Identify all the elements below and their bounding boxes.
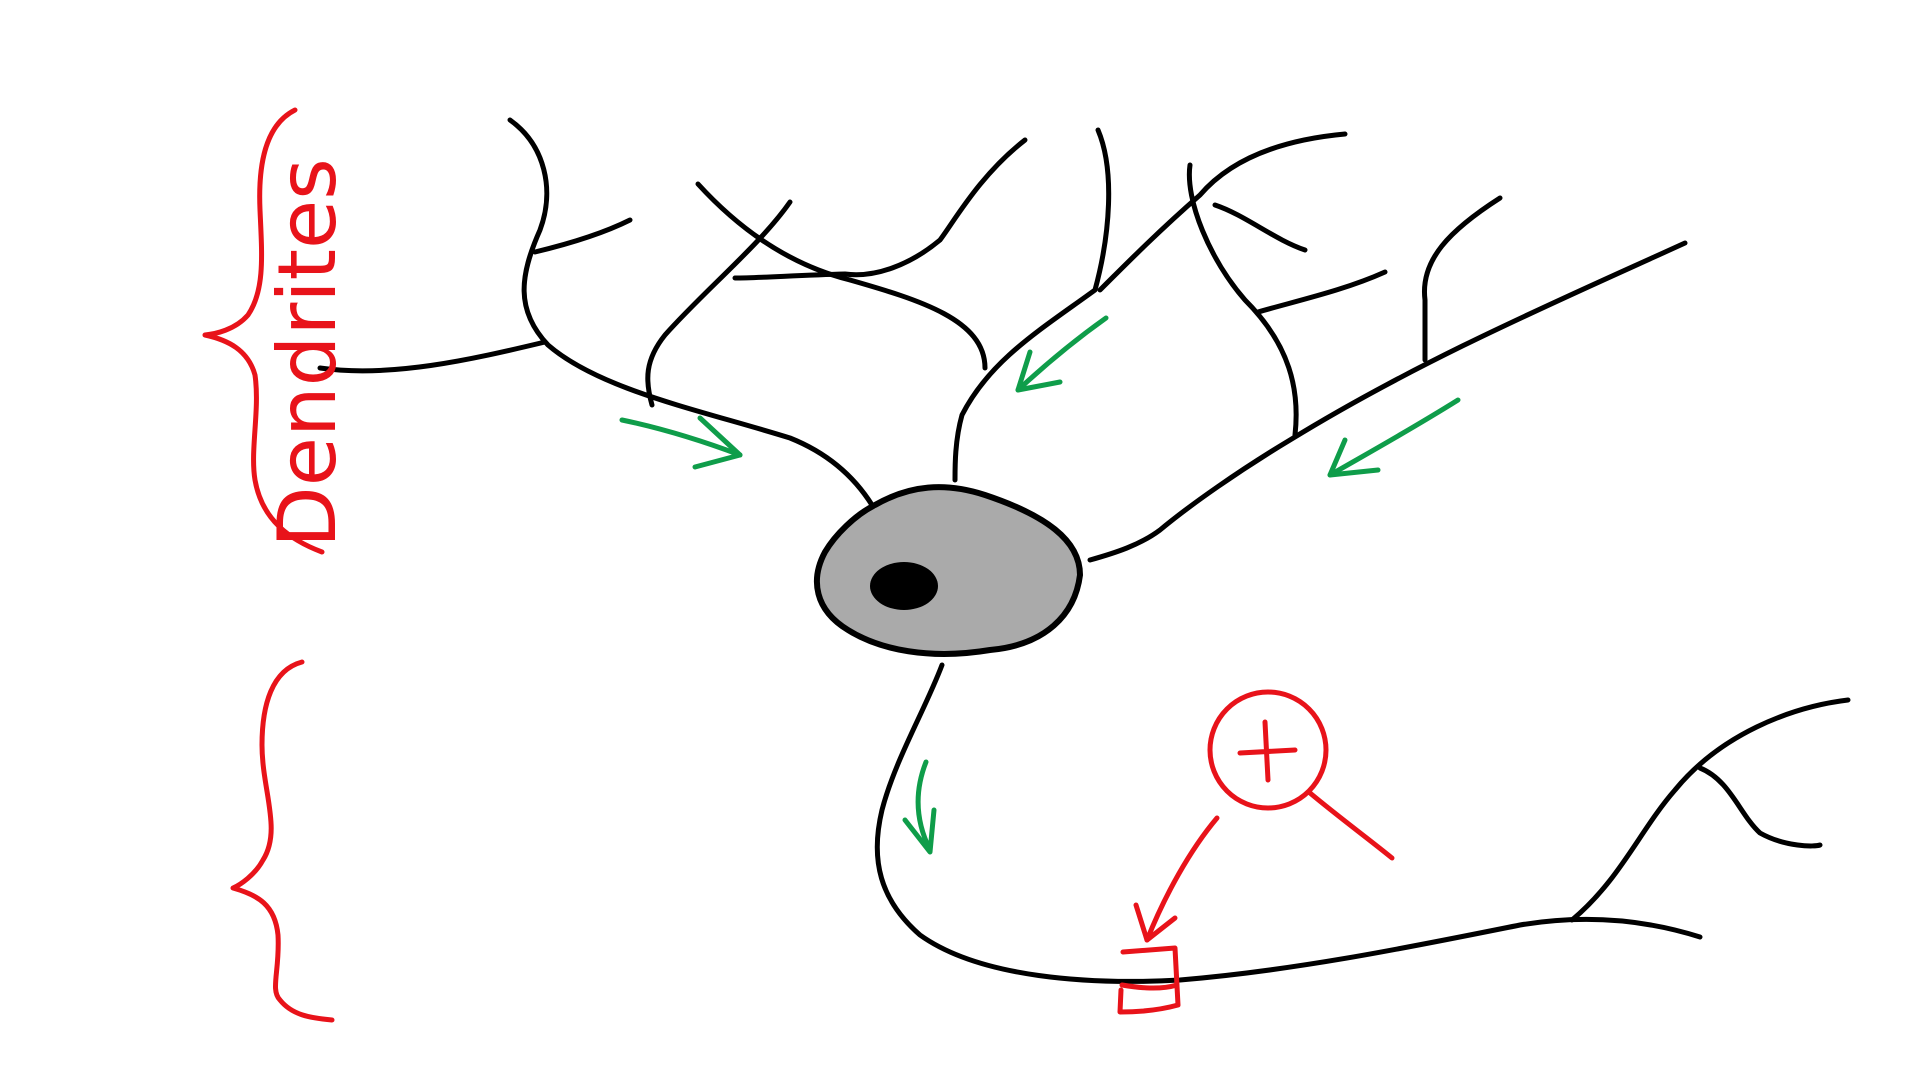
dendrite-branch-cross (695, 181, 988, 371)
nucleus (870, 562, 938, 610)
dendrite-branch-far-right (1087, 240, 1688, 563)
dendrite-branch-top (952, 127, 1112, 483)
dendrite-twig-right-lower (1255, 269, 1388, 315)
dendrite-twig-left (532, 217, 633, 255)
dendrite-branch-mid-left (645, 199, 793, 408)
dendrite-branch-main-left (507, 117, 875, 508)
pointer-arrow-icon (1133, 815, 1220, 943)
cell-body (813, 484, 1083, 657)
zoom-target-box (1117, 945, 1181, 1015)
dendrite-tree (317, 117, 1688, 563)
signal-flow-arrows (619, 315, 1461, 855)
dendrite-twig-right (1212, 202, 1308, 253)
arrow-down-icon (1015, 315, 1109, 393)
dendrite-twig-far-right (1421, 195, 1503, 363)
dendrites-bracket (202, 107, 325, 555)
axon-terminal-branch-lower (1697, 765, 1823, 849)
arrow-down-icon (619, 415, 743, 470)
dendrite-branch-far-left (317, 339, 548, 374)
arrow-down-icon (902, 759, 937, 855)
soma (813, 484, 1083, 657)
dendrites-label: Dendrites (261, 158, 354, 548)
annotations (202, 107, 1395, 1023)
dendrite-branch-upper-mid (732, 137, 1028, 281)
magnifier-plus-icon (1207, 689, 1395, 861)
axon-shaft (874, 662, 1851, 984)
axon-main (874, 662, 1703, 984)
dendrite-branch-right-upper (1097, 131, 1348, 293)
axon-terminal-branch-upper (1569, 697, 1851, 923)
arrow-down-icon (1327, 397, 1461, 478)
axon-bracket (230, 659, 335, 1023)
dendrite-branch-right-fork (1186, 162, 1299, 438)
axon-label: Axon (0, 812, 14, 1011)
